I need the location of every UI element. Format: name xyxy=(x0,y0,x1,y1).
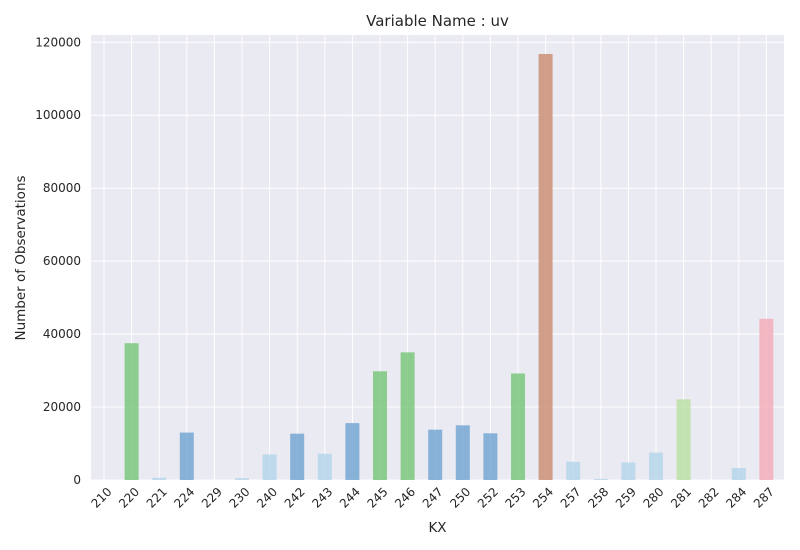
x-tick-label: 246 xyxy=(392,485,418,511)
x-tick-label: 245 xyxy=(364,485,390,511)
chart-title: Variable Name : uv xyxy=(366,12,509,30)
x-axis-label: KX xyxy=(428,520,446,536)
x-tick-label: 258 xyxy=(585,485,611,511)
x-tick-label: 243 xyxy=(309,485,335,511)
x-tick-label: 284 xyxy=(723,485,749,511)
x-tick-labels: 210 220 221 224 229 230 240 242 243 244 245 246 247 2… xyxy=(88,485,776,511)
x-tick-label: 247 xyxy=(420,485,446,511)
x-tick-label: 244 xyxy=(337,485,363,511)
bar-253 xyxy=(511,373,525,480)
x-tick-label: 282 xyxy=(696,485,722,511)
x-tick-label: 259 xyxy=(613,485,639,511)
bar-259 xyxy=(621,462,636,480)
bar-220 xyxy=(124,343,139,480)
bar-240 xyxy=(262,454,277,480)
bar-252 xyxy=(483,433,498,480)
y-axis-label: Number of Observations xyxy=(13,175,29,340)
plot-area xyxy=(91,35,784,480)
bar-243 xyxy=(317,453,332,480)
y-tick-label: 40000 xyxy=(43,327,81,341)
y-tick-label: 60000 xyxy=(43,254,81,268)
x-tick-label: 253 xyxy=(502,485,528,511)
x-tick-label: 210 xyxy=(88,485,114,511)
y-tick-label: 80000 xyxy=(43,181,81,195)
x-tick-label: 254 xyxy=(530,485,556,511)
bar-245 xyxy=(373,371,387,480)
bar-257 xyxy=(566,461,581,480)
bar-246 xyxy=(400,352,415,480)
bar-242 xyxy=(290,433,305,480)
y-tick-label: 0 xyxy=(73,473,81,487)
x-tick-label: 250 xyxy=(447,485,473,511)
x-tick-label: 280 xyxy=(640,485,666,511)
bar-224 xyxy=(179,432,194,480)
x-tick-label: 252 xyxy=(475,485,501,511)
bar-280 xyxy=(649,452,663,480)
x-tick-label: 230 xyxy=(226,485,252,511)
x-tick-label: 224 xyxy=(171,485,197,511)
bar-284 xyxy=(731,467,746,480)
gridlines xyxy=(91,35,784,481)
bar-250 xyxy=(455,425,470,480)
bar-230 xyxy=(235,478,249,480)
x-tick-label: 281 xyxy=(668,485,694,511)
bar-247 xyxy=(428,429,443,480)
x-tick-label: 220 xyxy=(116,485,142,511)
y-tick-label: 120000 xyxy=(35,35,81,49)
bars xyxy=(124,53,774,480)
bar-287 xyxy=(759,318,774,480)
y-tick-labels: 0 20000 40000 60000 80000 100000 120000 xyxy=(35,35,81,487)
x-tick-label: 221 xyxy=(144,485,170,511)
x-tick-label: 229 xyxy=(199,485,225,511)
y-tick-label: 20000 xyxy=(43,400,81,414)
x-tick-label: 257 xyxy=(558,485,584,511)
bar-221 xyxy=(152,477,167,480)
bar-254 xyxy=(538,53,553,480)
x-tick-label: 287 xyxy=(751,485,777,511)
bar-244 xyxy=(345,423,360,480)
x-tick-label: 240 xyxy=(254,485,280,511)
bar-281 xyxy=(676,399,691,480)
bar-258 xyxy=(593,478,608,480)
y-tick-label: 100000 xyxy=(35,108,81,122)
x-tick-label: 242 xyxy=(282,485,308,511)
